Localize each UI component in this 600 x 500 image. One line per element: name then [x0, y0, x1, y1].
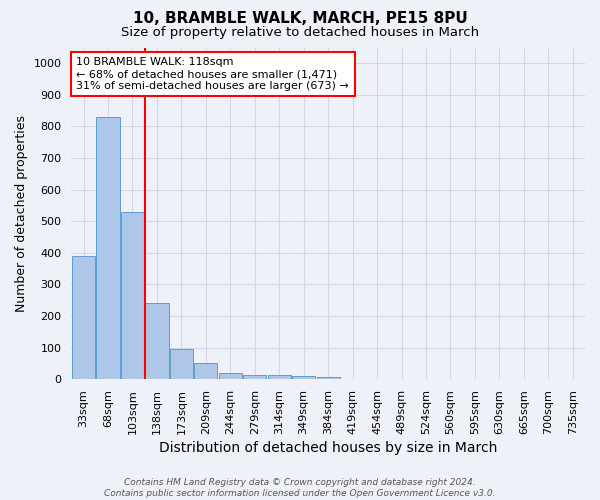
Bar: [243, 375, 266, 379]
Bar: [97, 117, 119, 379]
Text: 10 BRAMBLE WALK: 118sqm
← 68% of detached houses are smaller (1,471)
31% of semi: 10 BRAMBLE WALK: 118sqm ← 68% of detache…: [76, 58, 349, 90]
Bar: [218, 373, 242, 379]
Bar: [121, 212, 144, 379]
Y-axis label: Number of detached properties: Number of detached properties: [15, 115, 28, 312]
Bar: [145, 304, 169, 379]
Bar: [72, 256, 95, 379]
Text: Contains HM Land Registry data © Crown copyright and database right 2024.
Contai: Contains HM Land Registry data © Crown c…: [104, 478, 496, 498]
Text: 10, BRAMBLE WALK, MARCH, PE15 8PU: 10, BRAMBLE WALK, MARCH, PE15 8PU: [133, 11, 467, 26]
Bar: [317, 377, 340, 379]
Bar: [170, 349, 193, 379]
X-axis label: Distribution of detached houses by size in March: Distribution of detached houses by size …: [159, 441, 497, 455]
Bar: [292, 376, 315, 379]
Bar: [194, 364, 217, 379]
Text: Size of property relative to detached houses in March: Size of property relative to detached ho…: [121, 26, 479, 39]
Bar: [268, 375, 291, 379]
